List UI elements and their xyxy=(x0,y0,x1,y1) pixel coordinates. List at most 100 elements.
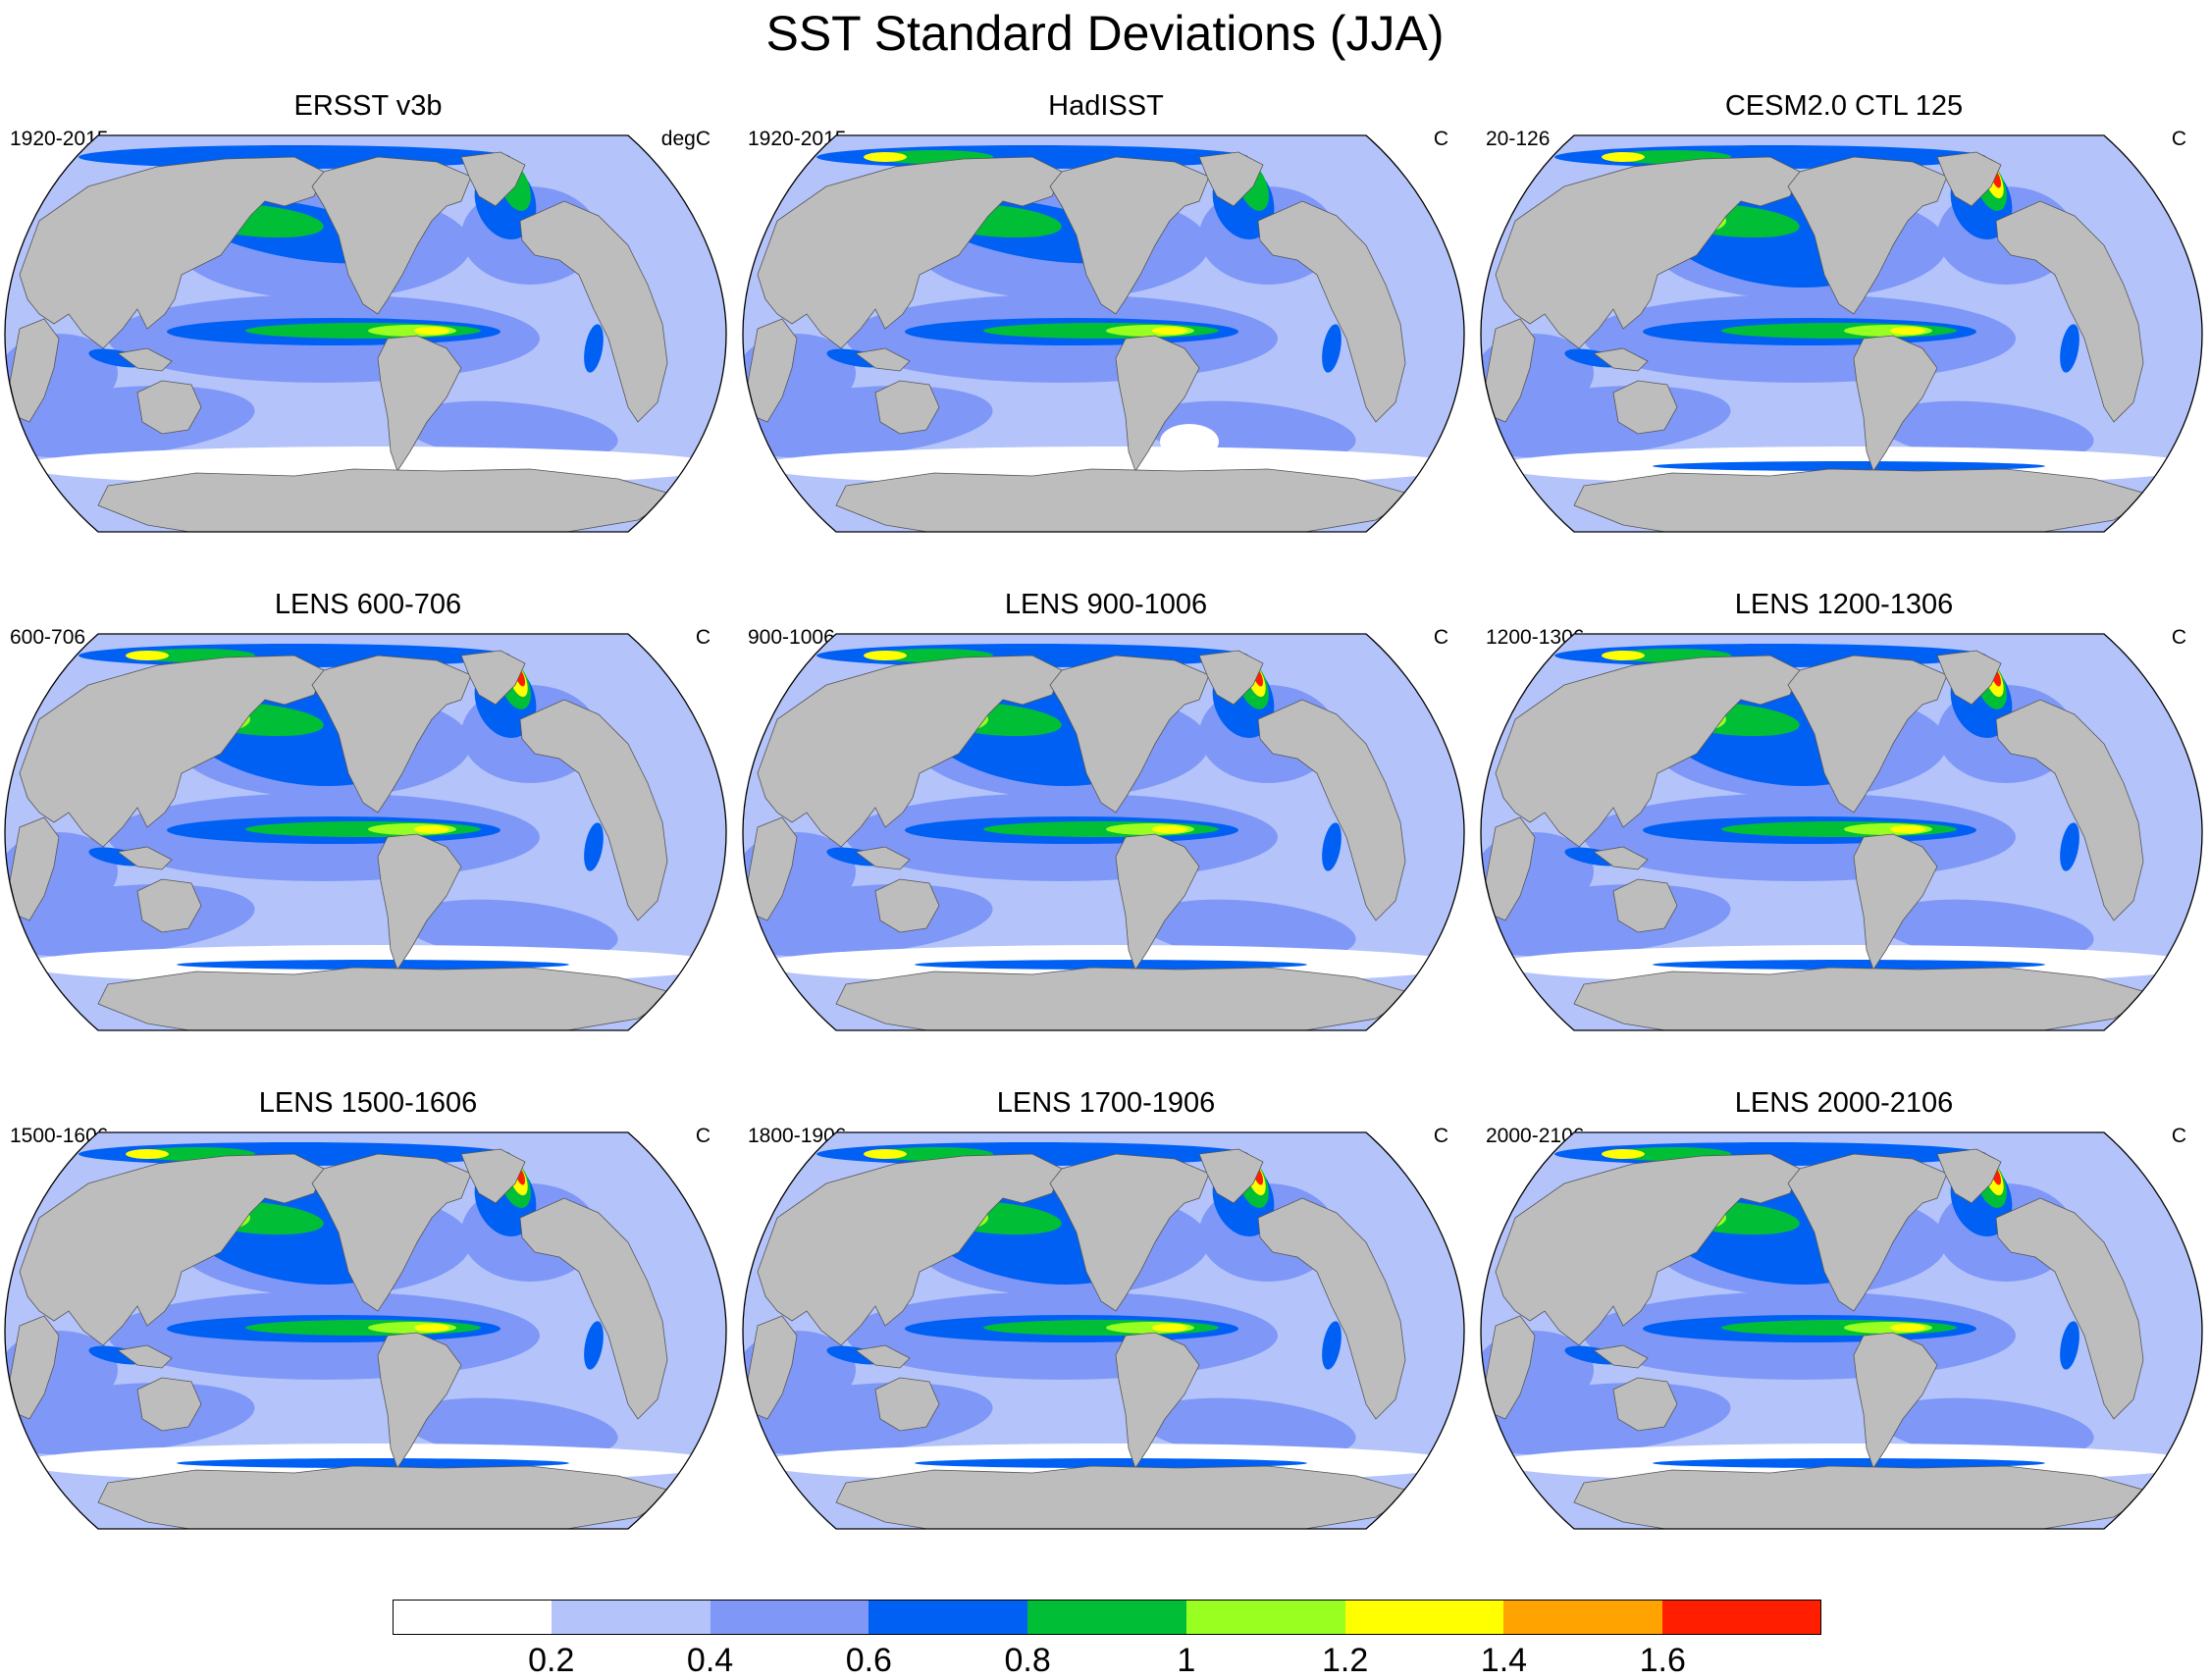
circumpolar-strip xyxy=(177,1458,569,1468)
land-australia xyxy=(1612,380,1678,435)
land-north-america xyxy=(311,655,472,814)
map-outline xyxy=(4,134,727,533)
land-eurasia xyxy=(757,655,1063,848)
arctic-margin-max xyxy=(864,1149,907,1159)
arctic-margin-max xyxy=(1602,1149,1645,1159)
circumpolar-strip xyxy=(915,960,1307,970)
benguela-upwelling xyxy=(1322,822,1342,871)
colorbar-segment xyxy=(868,1600,1028,1635)
land-south-america xyxy=(377,1332,462,1469)
panel-title: LENS 1700-1906 xyxy=(996,1087,1216,1119)
equatorial-tongue-max xyxy=(414,1324,449,1332)
map-outline xyxy=(4,1131,727,1530)
sst-field xyxy=(743,634,1464,1030)
land-maritime-continent xyxy=(1593,846,1649,870)
equatorial-tongue-max xyxy=(1152,825,1187,833)
sst-field xyxy=(5,135,726,532)
arctic-margin-max xyxy=(864,651,907,660)
sst-std-map xyxy=(1480,633,2203,1031)
sst-field xyxy=(743,1132,1464,1529)
panel-title: LENS 2000-2106 xyxy=(1734,1087,1954,1119)
map-panel: ERSST v3b 1920-2015 degC xyxy=(0,88,736,540)
panel-period-label: 20-126 xyxy=(1486,128,1551,150)
sst-field xyxy=(5,634,726,1030)
land-eurasia xyxy=(757,156,1063,349)
sst-std-map xyxy=(1480,1131,2203,1530)
land-europe-africa-east xyxy=(519,200,668,423)
land-north-america xyxy=(1049,655,1210,814)
benguela-upwelling xyxy=(584,822,604,871)
circumpolar-strip xyxy=(915,1458,1307,1468)
map-panel: HadISST 1920-2015 C xyxy=(738,88,1474,540)
land-layer xyxy=(9,650,678,1030)
map-panel: LENS 900-1006 900-1006 C xyxy=(738,587,1474,1038)
arctic-margin-max xyxy=(864,152,907,162)
land-eurasia xyxy=(1495,156,1801,349)
land-greenland xyxy=(1198,650,1264,706)
sst-std-map xyxy=(4,1131,727,1530)
colorbar-tick-label: 1.2 xyxy=(1322,1642,1369,1679)
land-north-america xyxy=(1787,156,1948,315)
land-maritime-continent xyxy=(855,1344,911,1369)
land-europe-africa-east xyxy=(1257,699,1406,921)
land-australia xyxy=(1612,1377,1678,1432)
land-europe-africa-east xyxy=(1995,200,2144,423)
panel-title: LENS 1500-1606 xyxy=(258,1087,478,1119)
panel-title: LENS 900-1006 xyxy=(1004,589,1208,620)
equatorial-tongue-max xyxy=(1152,327,1187,335)
land-south-america xyxy=(1115,335,1200,472)
map-outline xyxy=(4,633,727,1031)
land-greenland xyxy=(1198,1148,1264,1204)
land-north-america xyxy=(311,1153,472,1312)
land-layer xyxy=(9,151,678,532)
land-greenland xyxy=(1936,1148,2002,1204)
colorbar-segment xyxy=(393,1600,552,1635)
land-south-america xyxy=(377,833,462,971)
land-maritime-continent xyxy=(1593,1344,1649,1369)
colorbar-segment xyxy=(710,1600,869,1635)
map-panel: LENS 1200-1306 1200-1306 C xyxy=(1476,587,2210,1038)
colorbar-segment xyxy=(1185,1600,1346,1635)
equatorial-tongue-max xyxy=(414,825,449,833)
land-south-america xyxy=(1853,1332,1938,1469)
panel-units-label: degC xyxy=(660,128,710,150)
land-europe-africa-east xyxy=(519,699,668,921)
land-europe-africa-east xyxy=(519,1197,668,1420)
land-maritime-continent xyxy=(855,846,911,870)
land-layer xyxy=(747,151,1416,532)
panel-units-label: C xyxy=(1433,1125,1448,1147)
land-europe-africa-east xyxy=(1257,200,1406,423)
equatorial-tongue-max xyxy=(1890,327,1925,335)
circumpolar-strip xyxy=(177,960,569,970)
map-panel: LENS 600-706 600-706 C xyxy=(0,587,736,1038)
colorbar-tick-label: 0.4 xyxy=(686,1642,734,1679)
land-layer xyxy=(1485,151,2154,532)
land-eurasia xyxy=(19,1153,325,1346)
panel-title: LENS 600-706 xyxy=(274,589,462,620)
panel-units-label: C xyxy=(695,1125,710,1147)
colorbar-segment xyxy=(1662,1600,1822,1635)
land-layer xyxy=(747,650,1416,1030)
land-australia xyxy=(136,380,202,435)
land-australia xyxy=(874,878,940,933)
map-outline xyxy=(1480,633,2203,1031)
land-north-america xyxy=(1049,156,1210,315)
sst-std-map xyxy=(742,1131,1465,1530)
land-layer xyxy=(1485,1148,2154,1529)
arctic-margin-max xyxy=(1602,651,1645,660)
sst-field xyxy=(1481,1132,2202,1529)
equatorial-tongue-max xyxy=(414,327,449,335)
benguela-upwelling xyxy=(1322,1321,1342,1370)
colorbar-segment xyxy=(1503,1600,1663,1635)
map-outline xyxy=(742,134,1465,533)
map-panel: LENS 1700-1906 1800-1906 C xyxy=(738,1085,1474,1537)
land-eurasia xyxy=(19,655,325,848)
map-panel: CESM2.0 CTL 125 20-126 C xyxy=(1476,88,2210,540)
arctic-margin-max xyxy=(126,1149,169,1159)
colorbar-frame xyxy=(393,1600,1821,1635)
land-australia xyxy=(136,878,202,933)
sst-field xyxy=(743,135,1464,532)
benguela-upwelling xyxy=(2060,324,2079,373)
panel-period-label: 2000-2106 xyxy=(1486,1125,1585,1147)
map-outline xyxy=(1480,1131,2203,1530)
